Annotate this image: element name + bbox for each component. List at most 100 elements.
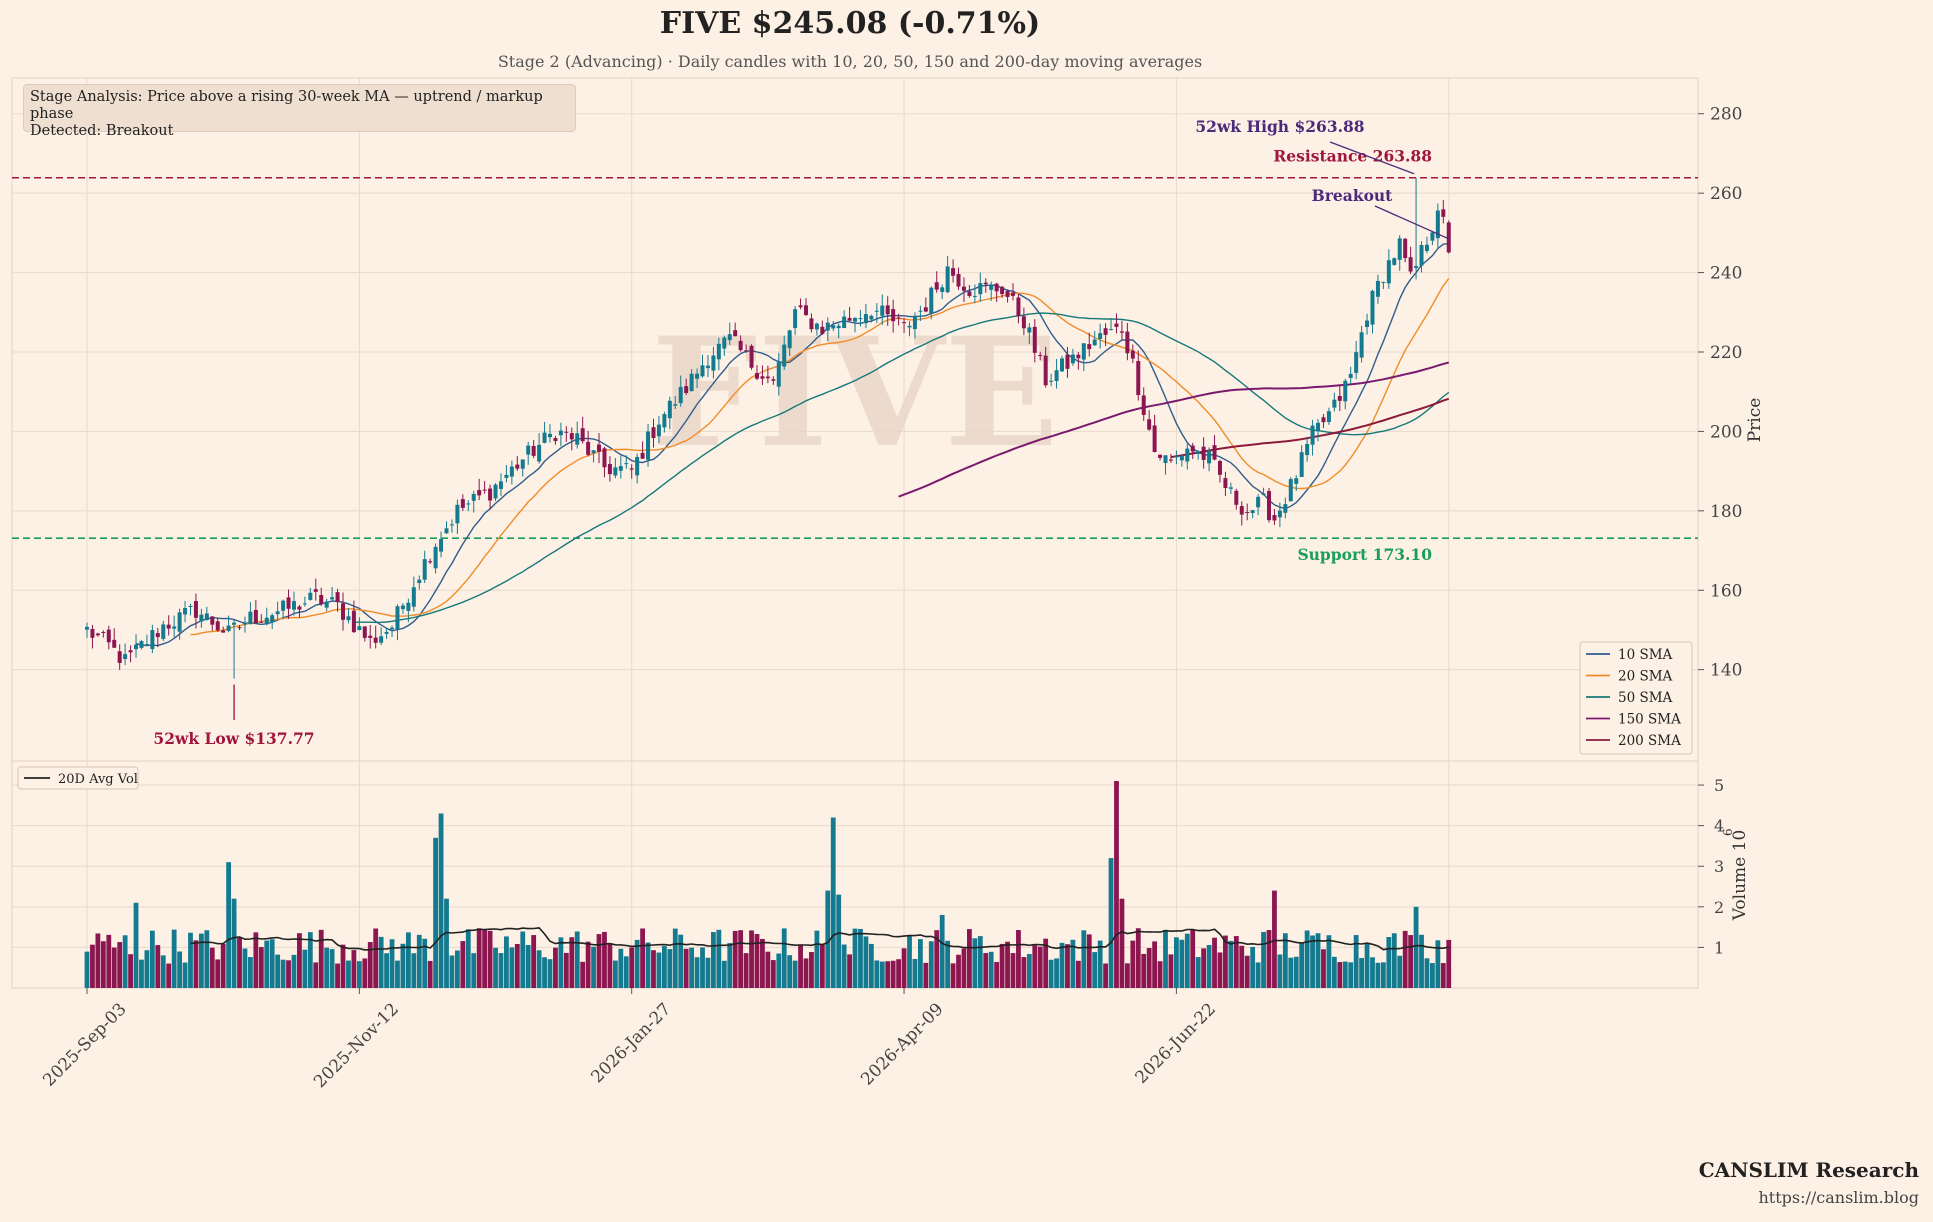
candle-body (542, 432, 547, 443)
volume-bar (487, 930, 493, 988)
volume-bar (231, 898, 237, 988)
volume-bar (1282, 933, 1288, 988)
volume-bar (465, 929, 471, 988)
candle-body (95, 633, 100, 636)
candle-body (994, 283, 999, 292)
candle-body (1375, 280, 1380, 297)
candle-body (1087, 344, 1092, 350)
candle-body (738, 340, 743, 351)
candle-body (232, 622, 237, 625)
volume-bar (525, 945, 531, 988)
candle-body (754, 373, 759, 379)
volume-bar (482, 929, 488, 988)
volume-bar (651, 950, 656, 988)
volume-bar (1446, 939, 1452, 988)
candle-body (275, 611, 280, 615)
volume-bar (776, 953, 782, 988)
volume-bar (536, 950, 542, 988)
candle-body (1294, 478, 1299, 484)
candle-body (1049, 380, 1054, 382)
candle-body (940, 287, 945, 292)
sma-line-10 (135, 242, 1449, 647)
candle-body (624, 463, 629, 465)
volume-bar (945, 940, 951, 988)
candle-body (357, 626, 362, 631)
candle-body (673, 404, 678, 406)
volume-bar (1380, 962, 1386, 988)
volume-bar (885, 961, 891, 988)
candle-body (771, 379, 776, 381)
volume-bar (1386, 937, 1392, 988)
candle-body (428, 561, 433, 563)
x-tick-label: 2026-Apr-09 (857, 999, 947, 1089)
candle-body (1261, 493, 1266, 495)
volume-bar (100, 941, 106, 988)
candle-body (705, 365, 710, 369)
x-tick-label: 2026-Jan-27 (587, 999, 675, 1087)
candle-body (1283, 504, 1288, 513)
breakout-annotation-arrow (1374, 205, 1450, 240)
volume-bar (122, 935, 128, 988)
x-tick-label: 2025-Sep-03 (39, 999, 130, 1090)
volume-bar (874, 960, 880, 988)
volume-bar (879, 961, 885, 988)
candle-body (1027, 327, 1032, 333)
volume-bar (351, 950, 357, 988)
volume-bar (1277, 954, 1283, 988)
volume-bar (166, 963, 172, 988)
volume-bar (422, 938, 428, 988)
candle-body (1337, 395, 1342, 401)
candle-body (215, 621, 220, 631)
volume-bar (318, 929, 324, 988)
volume-bar (182, 962, 188, 988)
volume-bar (84, 951, 90, 988)
volume-bar (1239, 945, 1245, 988)
volume-bar (1048, 959, 1054, 988)
candle-body (390, 627, 395, 630)
volume-bar (128, 954, 133, 988)
candle-body (1266, 491, 1271, 521)
candle-body (259, 621, 264, 623)
volume-bar (645, 942, 651, 988)
candle-body (242, 623, 247, 625)
volume-bar (901, 948, 907, 988)
candle-body (1310, 425, 1315, 445)
volume-bar (1103, 963, 1108, 988)
candle-body (1185, 448, 1190, 462)
candle-body (804, 305, 809, 316)
candle-body (1272, 515, 1277, 521)
volume-bar (858, 928, 863, 988)
support-label: Support 173.10 (1297, 545, 1432, 564)
candle-body (1016, 297, 1021, 316)
candle-body (765, 376, 770, 379)
volume-bar (1299, 943, 1305, 988)
volume-bar (983, 953, 989, 988)
candle-body (684, 386, 689, 393)
volume-bar (781, 928, 787, 988)
volume-bar (329, 949, 335, 988)
volume-bar (661, 946, 667, 988)
volume-bar (1032, 945, 1038, 988)
volume-bar (405, 932, 411, 988)
volume-bar (558, 937, 564, 988)
volume-bar (907, 935, 912, 988)
volume-bar (683, 948, 689, 988)
candle-body (1054, 370, 1059, 381)
sma-legend-label: 50 SMA (1618, 690, 1673, 706)
volume-bar (1059, 942, 1065, 988)
candle-body (597, 444, 602, 452)
volume-bar (612, 960, 618, 988)
candle-body (776, 362, 781, 387)
candle-body (161, 624, 166, 639)
volume-bar (346, 960, 351, 988)
candle-body (395, 606, 400, 631)
volume-bar (569, 937, 575, 988)
volume-bar (275, 954, 281, 988)
candle-body (1424, 244, 1429, 251)
candle-body (744, 350, 749, 352)
candle-body (1332, 399, 1337, 408)
volume-bar (542, 957, 547, 988)
candle-body (1316, 422, 1321, 432)
candle-body (863, 314, 868, 324)
volume-bar (133, 902, 139, 988)
